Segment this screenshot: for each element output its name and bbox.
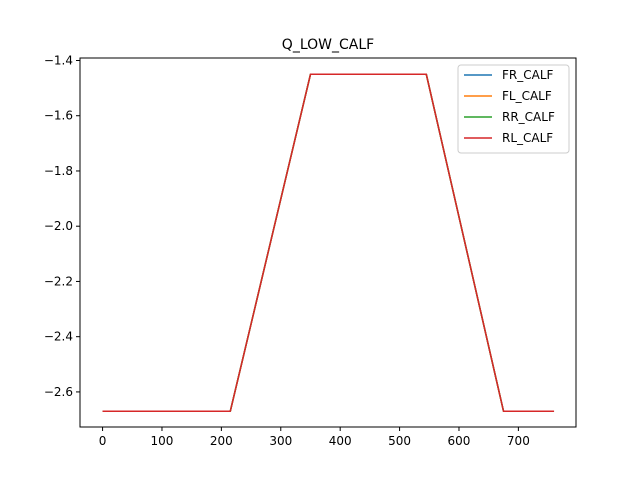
x-axis: 0 100 200 300 400 500 600 700 [99, 427, 530, 448]
x-tick-label: 300 [269, 434, 292, 448]
x-tick-label: 700 [507, 434, 530, 448]
y-tick-label: −1.4 [44, 53, 73, 67]
y-tick-label: −1.6 [44, 109, 73, 123]
legend-label: FL_CALF [502, 89, 552, 103]
legend-label: FR_CALF [502, 68, 554, 82]
y-tick-label: −2.2 [44, 274, 73, 288]
y-axis: −2.6 −2.4 −2.2 −2.0 −1.8 −1.6 −1.4 [44, 53, 80, 399]
y-tick-label: −1.8 [44, 164, 73, 178]
x-tick-label: 0 [99, 434, 107, 448]
legend-label: RL_CALF [502, 131, 553, 145]
x-tick-label: 400 [329, 434, 352, 448]
x-tick-label: 500 [388, 434, 411, 448]
plot-frame [79, 57, 577, 428]
y-tick-label: −2.4 [44, 330, 73, 344]
legend: FR_CALF FL_CALF RR_CALF RL_CALF [457, 64, 570, 154]
legend-label: RR_CALF [502, 110, 555, 124]
x-tick-label: 600 [448, 434, 471, 448]
series-line-rl-calf [102, 73, 555, 413]
x-tick-label: 100 [151, 434, 174, 448]
legend-box [457, 64, 570, 154]
y-tick-label: −2.6 [44, 385, 73, 399]
chart-title: Q_LOW_CALF [282, 37, 374, 53]
x-tick-label: 200 [210, 434, 233, 448]
y-tick-label: −2.0 [44, 219, 73, 233]
plot-lines [102, 73, 555, 413]
